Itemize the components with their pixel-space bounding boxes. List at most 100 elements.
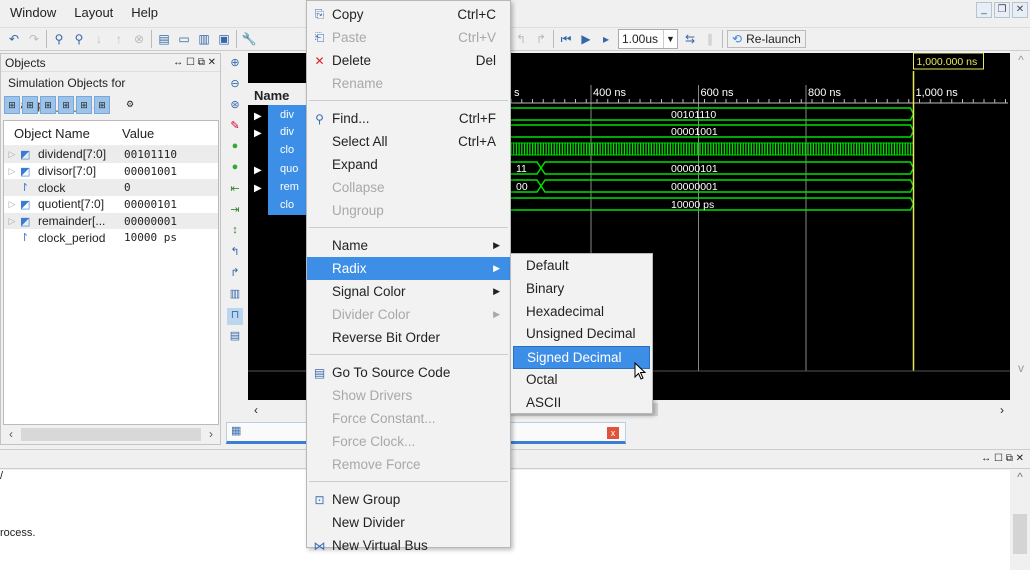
previous-transition-icon[interactable]: ⇤ <box>230 183 240 195</box>
marker-icon[interactable]: ✎ <box>230 120 240 132</box>
wrench-icon[interactable]: 🔧 <box>241 32 257 46</box>
run-icon[interactable]: ▶ <box>581 32 591 46</box>
menu-item-radix[interactable]: Radix ▶ <box>307 257 510 280</box>
menu-item-show-drivers[interactable]: Show Drivers <box>332 388 413 403</box>
layout-icon[interactable]: ▥ <box>198 32 210 46</box>
step-back-icon[interactable]: ↰ <box>515 32 527 46</box>
pause-icon[interactable]: ∥ <box>707 32 713 46</box>
chevron-down-icon[interactable]: ▼ <box>663 30 677 48</box>
relaunch-button[interactable]: ⟲ Re-launch <box>727 30 806 48</box>
expand-icon[interactable]: ▷ <box>8 198 16 209</box>
go-to-start-icon[interactable]: ● <box>231 140 239 152</box>
table-row[interactable]: ▷ ◩ dividend[7:0] 00101110 <box>4 146 218 163</box>
menu-help[interactable]: Help <box>131 5 159 20</box>
menu-item-expand[interactable]: Expand <box>332 157 378 172</box>
menu-item-new-group[interactable]: ⊡ New Group <box>307 488 510 511</box>
table-row[interactable]: ↾ clock_period 10000 ps <box>20 230 177 245</box>
expand-icon[interactable]: ▷ <box>8 215 16 226</box>
horizontal-scrollbar[interactable]: ‹ › <box>9 427 213 441</box>
radix-option-default[interactable]: Default <box>526 258 569 273</box>
restore-button[interactable]: ❐ <box>994 2 1010 18</box>
column-header-value[interactable]: Value <box>122 125 155 141</box>
menu-item-rename[interactable]: Rename <box>332 76 384 91</box>
radix-option-hexadecimal[interactable]: Hexadecimal <box>526 303 605 319</box>
console-vertical-scrollbar[interactable]: ^ <box>1010 470 1030 570</box>
layout-icon[interactable]: ▤ <box>158 32 170 46</box>
menu-window[interactable]: Window <box>10 5 57 20</box>
previous-marker-icon[interactable]: ↰ <box>230 246 240 258</box>
snap-icon[interactable]: ⊓ <box>227 308 243 325</box>
settings-icon[interactable]: ▤ <box>229 330 241 342</box>
menu-item-name[interactable]: Name ▶ <box>307 234 510 257</box>
menu-item-collapse[interactable]: Collapse <box>332 180 385 195</box>
filter-internal-icon[interactable]: ⊞ <box>58 96 74 114</box>
stop-icon[interactable]: ⊗ <box>133 32 145 46</box>
minimize-button[interactable]: _ <box>976 2 992 18</box>
radix-option-signed-decimal[interactable]: Signed Decimal <box>513 346 650 369</box>
menu-item-select-all[interactable]: Select All Ctrl+A <box>307 130 510 153</box>
up-arrow-icon[interactable]: ↑ <box>116 32 122 46</box>
expand-icon[interactable]: ▷ <box>8 165 16 176</box>
find-icon[interactable]: ⚲ <box>54 32 64 46</box>
menu-item-new-divider[interactable]: New Divider <box>332 515 405 530</box>
table-row[interactable]: ↾ clock 0 <box>4 179 218 197</box>
filter-output-icon[interactable]: ⊞ <box>22 96 38 114</box>
expand-icon: ▶ <box>254 128 262 139</box>
undo-icon[interactable]: ↶ <box>8 32 20 46</box>
next-transition-icon[interactable]: ⇥ <box>230 204 240 216</box>
time-input[interactable]: 1.00us ▼ <box>618 29 678 49</box>
menu-item-reverse-bit-order[interactable]: Reverse Bit Order <box>332 330 441 345</box>
step-icon[interactable]: ⇆ <box>684 32 696 46</box>
menu-item-delete[interactable]: ✕ Delete Del <box>307 49 510 72</box>
layout-icon[interactable]: ▣ <box>218 32 230 46</box>
layout-icon[interactable]: ▭ <box>178 32 190 46</box>
filter-constant-icon[interactable]: ⊞ <box>76 96 92 114</box>
table-row[interactable]: ▷ ◩ remainder[... 00000001 <box>4 212 218 230</box>
filter-input-icon[interactable]: ⊞ <box>4 96 20 114</box>
restart-icon[interactable]: ⏮ <box>560 32 572 46</box>
name-column-header: Name <box>254 88 289 103</box>
menu-item-divider-color[interactable]: Divider Color ▶ <box>307 303 510 326</box>
panel-controls[interactable]: ↔ ☐ ⧉ ✕ <box>173 57 216 68</box>
menu-item-go-to-source-code[interactable]: ▤ Go To Source Code <box>307 361 510 384</box>
filter-inout-icon[interactable]: ⊞ <box>40 96 56 114</box>
menu-item-ungroup[interactable]: Ungroup <box>332 203 384 218</box>
radix-option-ascii[interactable]: ASCII <box>526 394 562 410</box>
redo-icon[interactable]: ↷ <box>28 32 40 46</box>
menu-item-paste[interactable]: ⎗ Paste Ctrl+V <box>307 26 510 49</box>
zoom-out-icon[interactable]: ⊖ <box>230 78 240 90</box>
find-in-files-icon[interactable]: ⚲ <box>74 32 84 46</box>
add-marker-icon[interactable]: ↕ <box>232 224 238 236</box>
radix-option-unsigned-decimal[interactable]: Unsigned Decimal <box>526 326 636 342</box>
shortcut: Ctrl+A <box>458 134 496 149</box>
table-row[interactable]: ▷ ◩ quotient[7:0] 00000101 <box>4 196 218 213</box>
console-panel-header: ↔ ☐ ⧉ ✕ <box>0 449 1030 469</box>
zoom-fit-icon[interactable]: ⊛ <box>230 99 240 111</box>
radix-option-binary[interactable]: Binary <box>526 280 565 296</box>
menu-item-find[interactable]: ⚲ Find... Ctrl+F <box>307 107 510 130</box>
close-button[interactable]: ✕ <box>1012 2 1028 18</box>
next-marker-icon[interactable]: ↱ <box>230 267 240 279</box>
expand-icon[interactable]: ▷ <box>8 148 16 159</box>
zoom-in-icon[interactable]: ⊕ <box>230 57 240 69</box>
menu-item-remove-force[interactable]: Remove Force <box>332 457 421 472</box>
go-to-end-icon[interactable]: ● <box>231 161 239 173</box>
column-header-name[interactable]: Object Name <box>14 125 90 141</box>
menu-item-copy[interactable]: ⎘ Copy Ctrl+C <box>307 3 510 26</box>
table-row[interactable]: ▷ ◩ divisor[7:0] 00001001 <box>4 163 218 180</box>
filter-unknown-icon[interactable]: ⊞ <box>94 96 110 114</box>
radix-option-octal[interactable]: Octal <box>526 371 558 387</box>
menu-item-force-constant[interactable]: Force Constant... <box>332 411 436 426</box>
down-arrow-icon[interactable]: ↓ <box>96 32 102 46</box>
menu-item-new-virtual-bus[interactable]: ⋈ New Virtual Bus <box>307 534 510 557</box>
menu-item-signal-color[interactable]: Signal Color ▶ <box>307 280 510 303</box>
menu-item-force-clock[interactable]: Force Clock... <box>332 434 416 449</box>
panel-controls[interactable]: ↔ ☐ ⧉ ✕ <box>981 453 1024 464</box>
close-tab-icon[interactable]: x <box>607 427 619 439</box>
swap-cursors-icon[interactable]: ▥ <box>229 288 241 300</box>
menu-layout[interactable]: Layout <box>74 5 114 20</box>
wave-vertical-scrollbar[interactable]: ^ v <box>1018 53 1024 375</box>
step-icon[interactable]: ↱ <box>535 32 547 46</box>
run-for-icon[interactable]: ▸ <box>602 32 610 46</box>
settings-icon[interactable]: ⚙ <box>125 99 135 109</box>
